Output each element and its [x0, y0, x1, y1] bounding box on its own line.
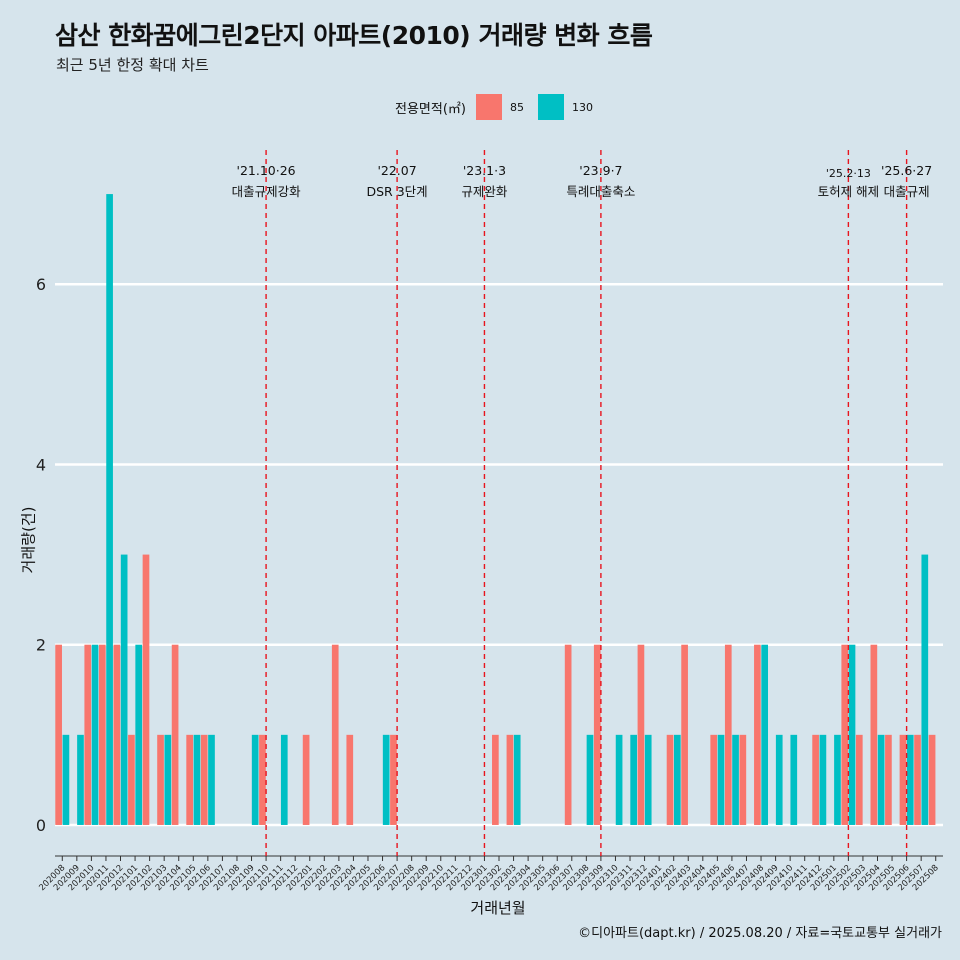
bar-85-202402: [666, 734, 674, 825]
bar-85-202201: [302, 734, 310, 825]
event-date-label: '23.9·7: [579, 163, 622, 178]
bar-130-202011: [106, 194, 113, 825]
bar-130-202008: [62, 734, 70, 825]
event-name-label: 특례대출축소: [566, 184, 635, 199]
event-date-label: '21.10·26: [237, 163, 296, 178]
bar-85-202307: [564, 644, 572, 825]
bar-85-202104: [171, 644, 179, 825]
bar-85-202303: [506, 734, 514, 825]
bar-130-202406: [732, 734, 739, 825]
y-tick-label: 6: [36, 275, 46, 294]
bar-130-202504: [877, 734, 885, 825]
bar-130-202103: [164, 734, 172, 825]
event-name-label: 대출규제강화: [232, 184, 302, 199]
bar-85-202101: [128, 734, 135, 825]
bar-130-202106: [208, 734, 215, 825]
bar-85-202403: [681, 644, 688, 825]
y-axis-label: 거래량(건): [19, 506, 38, 574]
event-name-label: 대출규제: [884, 184, 930, 199]
bar-85-202012: [113, 644, 121, 825]
legend-swatch-130: [537, 94, 564, 120]
bar-85-202106: [200, 734, 208, 825]
bar-85-202312: [637, 644, 645, 825]
event-date-label: '25.6·27: [881, 163, 932, 178]
bar-85-202407: [739, 734, 747, 825]
bar-85-202011: [98, 644, 106, 825]
legend-swatch-85: [475, 94, 502, 120]
bar-130-202109: [251, 734, 259, 825]
bar-85-202506: [899, 734, 907, 825]
bar-130-202405: [717, 734, 725, 825]
event-date-label: '25.2·13: [826, 167, 871, 180]
bar-85-202504: [870, 644, 878, 825]
bar-130-202308: [586, 734, 594, 825]
bar-130-202206: [382, 734, 390, 825]
bar-85-202302: [492, 734, 499, 825]
bar-85-202102: [142, 554, 150, 825]
bar-130-202502: [848, 644, 856, 825]
bar-130-202310: [615, 734, 623, 825]
bar-85-202505: [885, 734, 892, 825]
bar-85-202110: [259, 734, 266, 825]
bar-130-202507: [921, 554, 929, 825]
bar-130-202501: [834, 734, 841, 825]
chart-subtitle: 최근 5년 한정 확대 차트: [56, 56, 209, 74]
x-axis-label: 거래년월: [470, 899, 526, 917]
bar-85-202502: [841, 644, 849, 825]
bar-85-202405: [710, 734, 718, 825]
bar-85-202508: [928, 734, 936, 825]
bar-85-202008: [55, 644, 62, 825]
bar-130-202101: [135, 644, 143, 825]
y-tick-label: 2: [36, 636, 46, 655]
bar-85-202207: [390, 734, 397, 825]
chart-title: 삼산 한화꿈에그린2단지 아파트(2010) 거래량 변화 흐름: [55, 21, 653, 50]
bar-130-202303: [513, 734, 521, 825]
bar-85-202103: [157, 734, 164, 825]
event-date-label: '22.07: [377, 163, 416, 178]
bar-85-202503: [855, 734, 863, 825]
bar-130-202410: [790, 734, 798, 825]
bar-130-202402: [673, 734, 681, 825]
bar-130-202312: [644, 734, 652, 825]
bar-85-202408: [754, 644, 761, 825]
legend-label-85: 85: [509, 100, 524, 114]
event-name-label: 규제완화: [461, 184, 508, 199]
bar-130-202012: [120, 554, 128, 825]
bar-130-202105: [193, 734, 201, 825]
legend: 전용면적(㎡) 85 130: [395, 94, 607, 120]
bar-85-202203: [331, 644, 339, 825]
bar-85-202105: [186, 734, 193, 825]
y-tick-label: 4: [36, 455, 46, 474]
bar-130-202408: [761, 644, 769, 825]
event-name-label: 토허제 해제: [818, 184, 879, 199]
bar-130-202009: [77, 734, 84, 825]
bar-130-202010: [91, 644, 99, 825]
bar-130-202111: [280, 734, 288, 825]
bar-130-202412: [819, 734, 827, 825]
bar-85-202204: [346, 734, 354, 825]
bar-130-202506: [906, 734, 914, 825]
bar-85-202406: [724, 644, 732, 825]
legend-label-130: 130: [571, 100, 593, 114]
bar-85-202412: [812, 734, 819, 825]
bar-85-202010: [84, 644, 92, 825]
event-date-label: '23.1·3: [463, 163, 506, 178]
bar-130-202311: [630, 734, 637, 825]
bar-130-202409: [775, 734, 783, 825]
bar-85-202309: [593, 644, 601, 825]
legend-title: 전용면적(㎡): [395, 101, 466, 117]
source-caption: ©디아파트(dapt.kr) / 2025.08.20 / 자료=국토교통부 실…: [578, 926, 942, 941]
event-name-label: DSR 3단계: [367, 184, 428, 199]
y-tick-label: 0: [36, 816, 46, 835]
bar-85-202507: [914, 734, 921, 825]
